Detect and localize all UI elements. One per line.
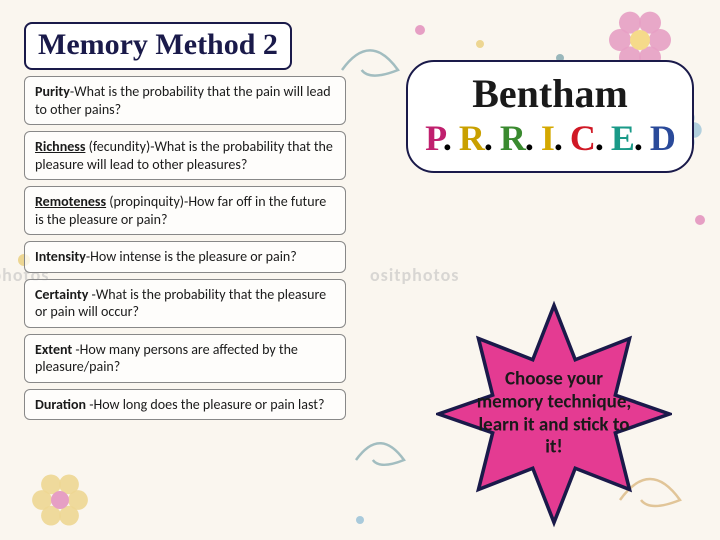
definitions-list: Purity-What is the probability that the …	[24, 76, 346, 426]
acronym-letter: C	[570, 118, 595, 158]
acronym-dot: .	[595, 118, 611, 158]
page-title: Memory Method 2	[24, 22, 292, 70]
acronym-letter: E	[611, 118, 634, 158]
definition-item: Richness (fecundity)-What is the probabi…	[24, 131, 346, 180]
definition-item: Extent -How many persons are affected by…	[24, 334, 346, 383]
acronym-dot: .	[443, 118, 459, 158]
watermark-text: ositphotos	[370, 264, 459, 286]
acronym-letter: R	[500, 118, 525, 158]
star-callout: Choose your memory technique, learn it a…	[436, 296, 672, 532]
definition-item: Intensity-How intense is the pleasure or…	[24, 241, 346, 273]
acronym-dot: .	[484, 118, 500, 158]
acronym-dot: .	[634, 118, 650, 158]
definition-item: Remoteness (propinquity)-How far off in …	[24, 186, 346, 235]
bentham-name: Bentham	[422, 70, 678, 117]
acronym-dot: .	[525, 118, 541, 158]
acronym-letter: D	[650, 118, 675, 158]
bentham-box: Bentham P. R. R. I. C. E. D	[406, 60, 694, 173]
acronym: P. R. R. I. C. E. D	[422, 117, 678, 159]
star-text: Choose your memory technique, learn it a…	[474, 368, 634, 459]
acronym-letter: P	[425, 118, 443, 158]
definition-item: Certainty -What is the probability that …	[24, 279, 346, 328]
definition-item: Purity-What is the probability that the …	[24, 76, 346, 125]
acronym-letter: I	[541, 118, 554, 158]
definition-item: Duration -How long does the pleasure or …	[24, 389, 346, 421]
acronym-letter: R	[459, 118, 484, 158]
acronym-dot: .	[554, 118, 570, 158]
